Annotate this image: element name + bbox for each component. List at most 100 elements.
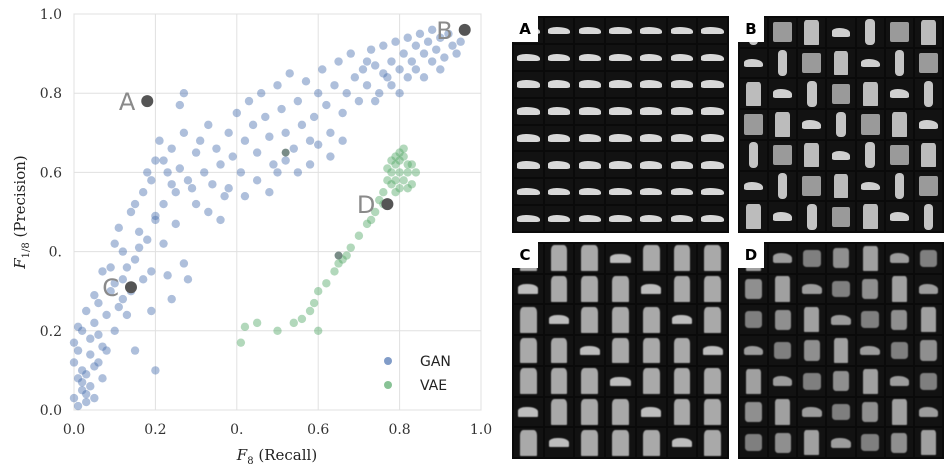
clothing-item-shape [517, 187, 540, 196]
sample-thumbnail [798, 110, 826, 139]
sample-thumbnail [885, 140, 913, 170]
sample-thumbnail [575, 274, 605, 304]
gan-point [350, 73, 360, 82]
clothing-item-shape [704, 399, 721, 425]
clothing-item-shape [550, 276, 568, 302]
sample-thumbnail [914, 305, 942, 335]
sample-thumbnail [914, 171, 942, 201]
clothing-item-shape [773, 212, 793, 221]
clothing-item-shape [744, 58, 764, 68]
vae-point [391, 152, 400, 161]
sample-thumbnail [575, 206, 605, 231]
vae-point [407, 160, 417, 169]
sample-thumbnail [885, 18, 913, 47]
clothing-item-shape [701, 214, 724, 223]
y-tick-label: 0. [49, 245, 62, 261]
gan-point [77, 366, 87, 375]
gan-point [90, 290, 99, 300]
sample-thumbnail [667, 336, 697, 365]
sample-thumbnail [856, 305, 884, 335]
clothing-item-shape [579, 345, 600, 356]
clothing-item-shape [547, 80, 571, 88]
clothing-item-shape [578, 161, 601, 169]
gan-point [90, 362, 99, 371]
gan-point [138, 188, 148, 197]
vae-point [334, 259, 343, 268]
clothing-item-shape [517, 214, 540, 223]
sample-thumbnail [885, 202, 913, 231]
sample-thumbnail [856, 48, 884, 78]
gan-point [415, 29, 425, 38]
sample-thumbnail [544, 152, 574, 178]
gan-point [318, 65, 327, 74]
gan-point [69, 338, 79, 347]
gan-point [114, 302, 123, 312]
sample-thumbnail [636, 98, 666, 124]
clothing-item-shape [745, 401, 762, 422]
gan-point [73, 346, 83, 355]
clothing-item-shape [610, 376, 631, 386]
sample-thumbnail [514, 44, 543, 70]
sample-thumbnail [827, 366, 855, 396]
vae-point [387, 156, 396, 165]
clothing-item-shape [609, 53, 632, 62]
gan-point [86, 382, 95, 391]
clothing-item-shape [773, 89, 793, 99]
gan-point [293, 168, 303, 177]
clothing-item-shape [581, 429, 599, 456]
vae-point [289, 318, 298, 328]
clothing-item-shape [832, 403, 850, 421]
clothing-item-shape [701, 187, 724, 196]
vae-point [322, 279, 331, 288]
highlight-point-b [458, 23, 471, 36]
gan-point [208, 180, 217, 189]
sample-thumbnail [885, 274, 913, 304]
clothing-item-shape [777, 50, 788, 76]
thumbnail-grid-a [512, 16, 729, 233]
gan-point [69, 393, 79, 403]
gan-point [411, 65, 421, 74]
clothing-item-shape [701, 107, 724, 115]
clothing-item-shape [777, 173, 788, 199]
gan-point [293, 96, 303, 106]
clothing-item-shape [581, 276, 599, 302]
clothing-item-shape [832, 371, 850, 392]
gan-point [106, 287, 115, 296]
sample-thumbnail [544, 366, 574, 396]
sample-thumbnail [827, 110, 855, 139]
clothing-item-shape [746, 368, 762, 394]
sample-thumbnail [769, 202, 797, 231]
sample-thumbnail [856, 274, 884, 304]
vae-point [407, 180, 417, 189]
clothing-item-shape [581, 399, 599, 425]
vae-point [387, 168, 396, 177]
sample-thumbnail [740, 366, 768, 396]
y-tick-label: 0.8 [40, 86, 62, 102]
sample-thumbnail [769, 397, 797, 427]
clothing-item-shape [744, 434, 763, 451]
overlap-point [334, 251, 343, 260]
gan-point [216, 215, 225, 225]
clothing-item-shape [861, 434, 879, 451]
sample-thumbnail [769, 336, 797, 365]
clothing-item-shape [670, 80, 694, 88]
y-tick-label: 1.0 [40, 7, 62, 23]
sample-thumbnail [740, 48, 768, 78]
sample-thumbnail [698, 366, 727, 396]
clothing-item-shape [642, 306, 660, 333]
gan-point [204, 207, 213, 217]
gan-point [143, 235, 152, 244]
sample-thumbnail [798, 305, 826, 335]
gan-point [179, 89, 189, 98]
clothing-item-shape [578, 80, 601, 88]
sample-thumbnail [914, 48, 942, 78]
highlight-point-c [124, 281, 137, 294]
gan-point [436, 65, 445, 74]
clothing-item-shape [609, 26, 632, 35]
clothing-item-shape [833, 337, 849, 364]
sample-thumbnail [636, 397, 666, 427]
gan-point [330, 81, 339, 90]
sample-thumbnail [667, 274, 697, 304]
sample-thumbnail [740, 274, 768, 304]
sample-thumbnail [914, 202, 942, 231]
